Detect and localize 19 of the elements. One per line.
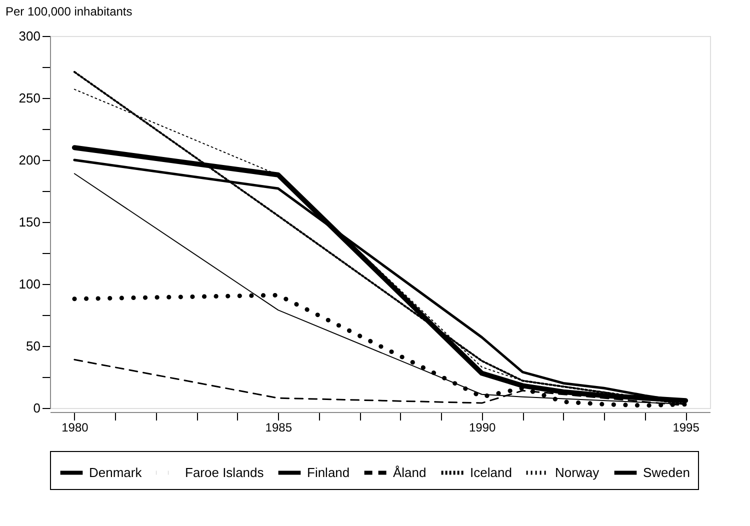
legend-label: Sweden xyxy=(643,464,690,480)
y-tick-label: 200 xyxy=(18,152,40,168)
y-tick-label: 0 xyxy=(33,400,40,416)
x-tick-label: 1985 xyxy=(265,420,292,434)
y-tick-label: 50 xyxy=(26,338,40,354)
x-tick-label: 1990 xyxy=(469,420,496,434)
legend-label: Iceland xyxy=(470,464,512,480)
legend-label: Norway xyxy=(555,464,600,480)
legend-label: Åland xyxy=(393,464,426,480)
y-tick-label: 250 xyxy=(18,90,40,106)
legend-label: Finland xyxy=(307,464,350,480)
x-tick-label: 1995 xyxy=(672,420,700,434)
y-tick-label: 100 xyxy=(18,276,40,292)
legend-label: Denmark xyxy=(89,464,142,480)
y-tick-label: 150 xyxy=(18,214,40,230)
y-axis-title: Per 100,000 inhabitants xyxy=(6,4,132,18)
x-tick-label: 1980 xyxy=(62,420,89,434)
legend-label: Faroe Islands xyxy=(185,464,264,480)
y-tick-label: 300 xyxy=(18,28,40,44)
